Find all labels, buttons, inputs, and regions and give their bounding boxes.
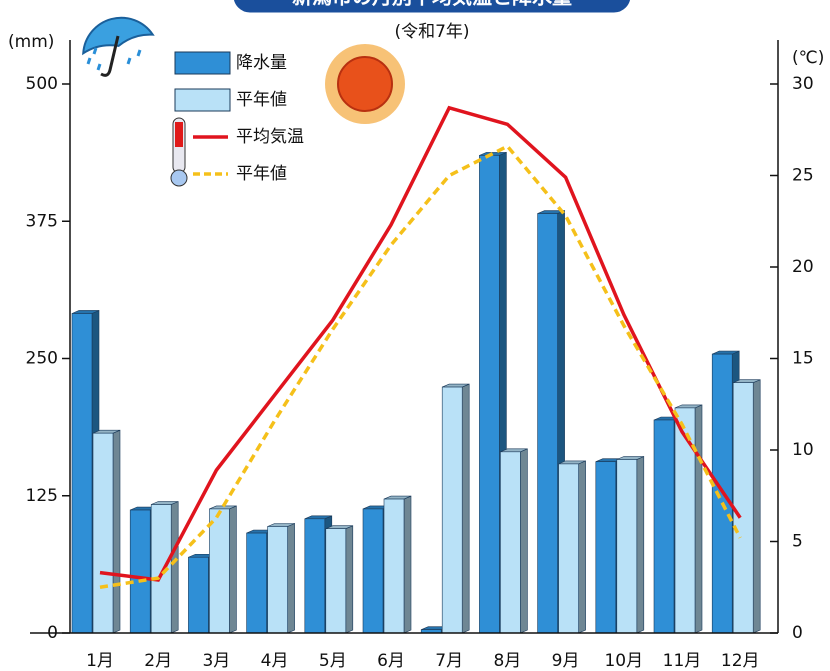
line <box>99 144 742 589</box>
x-tick-label: 5月 <box>319 651 347 671</box>
x-tick-label: 3月 <box>202 651 230 671</box>
bar <box>537 213 558 634</box>
legend-label: 平年値 <box>236 90 287 110</box>
x-tick-label: 6月 <box>377 651 405 671</box>
bar <box>558 463 579 634</box>
bar-side <box>752 379 761 634</box>
bar <box>616 459 638 634</box>
x-tick-label: 12月 <box>721 651 760 671</box>
bar-side <box>461 383 470 634</box>
x-tick-label: 4月 <box>261 651 289 671</box>
bar <box>71 313 93 634</box>
bar-side <box>520 448 528 634</box>
bar-side <box>112 429 121 634</box>
chart-title: 新潟市の月別平均気温と降水量 <box>292 0 572 9</box>
bar <box>129 509 151 634</box>
x-tick-label: 8月 <box>493 651 521 671</box>
umbrella-icon <box>82 16 155 77</box>
bar <box>674 407 696 634</box>
x-tick-label: 2月 <box>144 651 172 671</box>
x-tick-label: 11月 <box>663 651 702 671</box>
bar <box>500 451 521 634</box>
bar <box>92 432 114 634</box>
bar <box>441 386 463 634</box>
line <box>99 105 742 582</box>
bar <box>325 528 347 634</box>
y2-tick-label: 15 <box>792 349 814 369</box>
bar-side <box>345 525 354 634</box>
bar <box>246 532 267 634</box>
bar <box>653 419 675 634</box>
bar-side <box>287 523 295 634</box>
bar-side <box>170 501 179 634</box>
bar <box>479 155 500 634</box>
bar <box>188 556 209 634</box>
x-tick-label: 10月 <box>604 651 643 671</box>
bar-side <box>403 495 412 634</box>
bar <box>304 518 326 634</box>
y2-tick-label: 25 <box>792 166 814 186</box>
legend-swatch <box>174 88 231 112</box>
y2-tick-label: 30 <box>792 74 814 94</box>
bar-side <box>578 460 586 634</box>
y-tick-label: 500 <box>26 74 58 94</box>
y2-tick-label: 0 <box>792 623 803 643</box>
legend-label: 降水量 <box>236 53 287 73</box>
bar <box>383 498 405 634</box>
x-tick-label: 7月 <box>435 651 463 671</box>
legend-label: 平年値 <box>236 164 287 184</box>
y2-tick-label: 5 <box>792 532 803 552</box>
bar <box>732 382 754 634</box>
bar <box>267 526 288 634</box>
y2-tick-label: 10 <box>792 440 814 460</box>
bar <box>595 461 617 634</box>
bar-side <box>229 505 237 634</box>
legend-swatch <box>174 51 231 75</box>
y2-tick-label: 20 <box>792 257 814 277</box>
bar <box>362 508 384 634</box>
bar-side <box>694 404 703 634</box>
thermometer-icon <box>170 117 188 187</box>
x-tick-label: 1月 <box>86 651 114 671</box>
y2-axis-label: (℃) <box>792 48 824 68</box>
title-badge <box>230 0 634 16</box>
y-tick-label: 125 <box>26 486 58 506</box>
bar <box>209 508 230 634</box>
y-tick-label: 375 <box>26 211 58 231</box>
bar-side <box>636 456 645 634</box>
y-axis-label: (mm) <box>8 32 54 52</box>
chart-subtitle: (令和7年) <box>394 22 469 42</box>
y-tick-label: 250 <box>26 349 58 369</box>
sun-icon <box>325 44 405 124</box>
legend-label: 平均気温 <box>236 127 304 147</box>
x-tick-label: 9月 <box>552 651 580 671</box>
